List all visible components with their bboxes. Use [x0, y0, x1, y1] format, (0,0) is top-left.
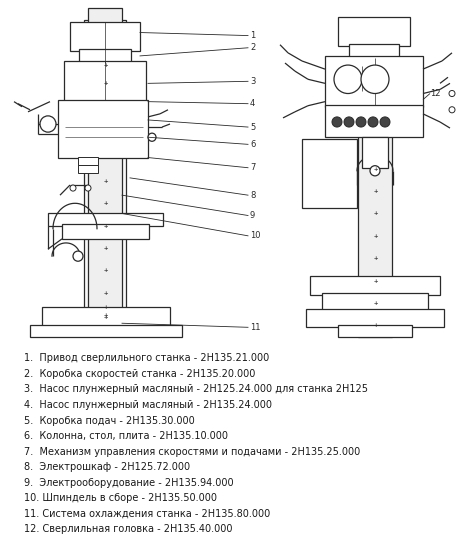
Text: +: +	[104, 80, 108, 86]
Circle shape	[361, 65, 389, 93]
Text: +: +	[374, 188, 378, 194]
Text: 11: 11	[250, 323, 261, 332]
Circle shape	[70, 185, 76, 191]
Text: +: +	[104, 304, 108, 310]
Bar	[70, 22, 140, 51]
Text: 7: 7	[250, 163, 255, 172]
Bar	[322, 293, 428, 310]
Bar	[79, 49, 131, 63]
Text: 5: 5	[250, 123, 255, 132]
Bar	[84, 21, 126, 335]
Text: +: +	[104, 312, 108, 318]
Bar	[306, 309, 444, 327]
Circle shape	[449, 107, 455, 113]
Circle shape	[332, 117, 342, 127]
Text: +: +	[104, 222, 108, 228]
Text: 12: 12	[430, 89, 440, 98]
Circle shape	[85, 185, 91, 191]
Text: +: +	[374, 166, 378, 172]
Text: +: +	[104, 62, 108, 68]
Circle shape	[148, 133, 156, 141]
Circle shape	[73, 251, 83, 261]
Text: 10. Шпиндель в сборе - 2Н135.50.000: 10. Шпиндель в сборе - 2Н135.50.000	[24, 494, 217, 503]
Text: +: +	[374, 322, 378, 328]
Text: +: +	[374, 278, 378, 284]
Text: +: +	[374, 211, 378, 217]
Circle shape	[449, 91, 455, 97]
Circle shape	[40, 116, 56, 132]
Bar	[78, 165, 98, 173]
Bar	[64, 61, 146, 102]
Text: 10: 10	[250, 231, 261, 240]
Text: 9: 9	[250, 211, 255, 220]
Circle shape	[334, 65, 362, 93]
Text: 3.  Насос плунжерный масляный - 2Н125.24.000 для станка 2Н125: 3. Насос плунжерный масляный - 2Н125.24.…	[24, 384, 368, 395]
Bar	[338, 17, 410, 46]
Circle shape	[344, 117, 354, 127]
Text: +: +	[104, 314, 108, 320]
Bar	[362, 137, 388, 168]
Text: 1.  Привод сверлильного станка - 2Н135.21.000: 1. Привод сверлильного станка - 2Н135.21…	[24, 353, 269, 363]
Text: 6: 6	[250, 140, 255, 149]
Circle shape	[368, 117, 378, 127]
Text: 8: 8	[250, 191, 255, 200]
Circle shape	[356, 117, 366, 127]
Bar	[58, 99, 148, 158]
Bar	[338, 325, 412, 338]
Text: +: +	[104, 267, 108, 273]
Text: 1: 1	[250, 31, 255, 40]
Text: 4: 4	[250, 99, 255, 108]
Bar	[302, 139, 357, 208]
Text: +: +	[104, 245, 108, 251]
Text: +: +	[104, 178, 108, 184]
Text: 3: 3	[250, 77, 255, 86]
Bar	[358, 48, 392, 338]
Text: 11. Система охлаждения станка - 2Н135.80.000: 11. Система охлаждения станка - 2Н135.80…	[24, 509, 270, 519]
Text: +: +	[104, 200, 108, 206]
Bar	[349, 44, 399, 58]
Text: 7.  Механизм управления скоростями и подачами - 2Н135.25.000: 7. Механизм управления скоростями и пода…	[24, 447, 360, 457]
Bar	[30, 325, 182, 338]
Bar	[325, 105, 423, 137]
Circle shape	[370, 166, 380, 176]
Text: 9.  Электрооборудование - 2Н135.94.000: 9. Электрооборудование - 2Н135.94.000	[24, 478, 233, 488]
Text: 2.  Коробка скоростей станка - 2Н135.20.000: 2. Коробка скоростей станка - 2Н135.20.0…	[24, 369, 255, 379]
Bar	[310, 276, 440, 295]
Text: +: +	[104, 290, 108, 296]
Text: +: +	[374, 300, 378, 306]
Bar	[78, 157, 98, 165]
Bar	[88, 8, 122, 335]
Text: +: +	[374, 255, 378, 261]
Text: 4.  Насос плунжерный масляный - 2Н135.24.000: 4. Насос плунжерный масляный - 2Н135.24.…	[24, 400, 272, 410]
Text: 2: 2	[250, 43, 255, 52]
Bar	[325, 56, 423, 107]
Text: 6.  Колонна, стол, плита - 2Н135.10.000: 6. Колонна, стол, плита - 2Н135.10.000	[24, 431, 228, 441]
Text: 12. Сверлильная головка - 2Н135.40.000: 12. Сверлильная головка - 2Н135.40.000	[24, 524, 232, 535]
Bar	[42, 307, 170, 327]
Circle shape	[380, 117, 390, 127]
Bar	[48, 213, 163, 226]
Bar	[62, 224, 149, 239]
Text: +: +	[374, 233, 378, 239]
Text: 8.  Электрошкаф - 2Н125.72.000: 8. Электрошкаф - 2Н125.72.000	[24, 462, 190, 472]
Text: 5.  Коробка подач - 2Н135.30.000: 5. Коробка подач - 2Н135.30.000	[24, 416, 194, 426]
